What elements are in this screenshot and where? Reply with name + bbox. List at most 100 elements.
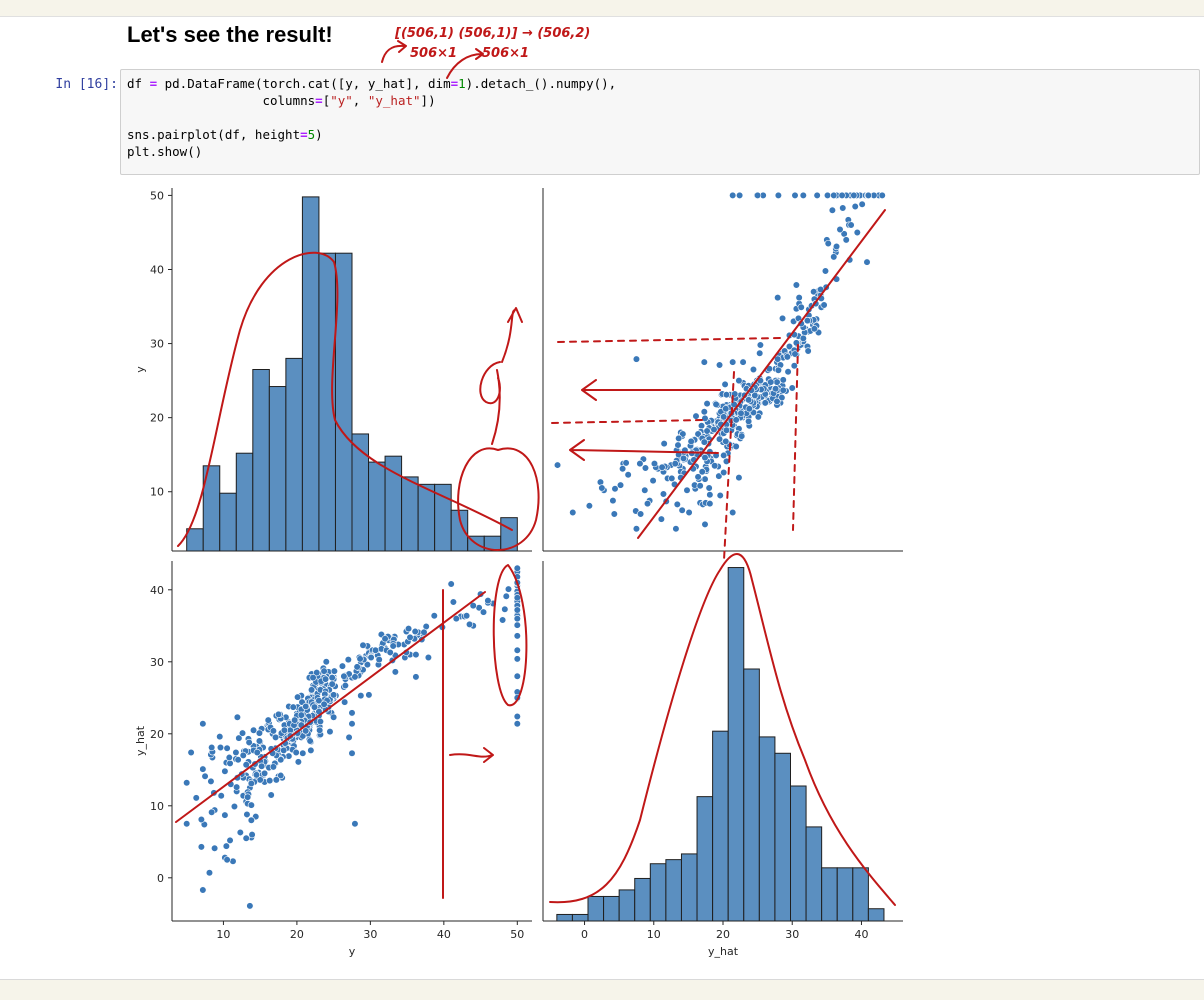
- scatter-point: [659, 490, 668, 498]
- scatter-point: [553, 461, 562, 469]
- scatter-point: [310, 703, 319, 711]
- histogram-bar: [805, 826, 823, 922]
- code-editor[interactable]: df = pd.DataFrame(torch.cat([y, y_hat], …: [121, 70, 1199, 165]
- scatter-point: [271, 733, 280, 742]
- histogram-bar: [774, 752, 792, 922]
- scatter-point: [217, 792, 225, 800]
- histogram-bar: [727, 567, 745, 922]
- scatter-point: [513, 632, 521, 640]
- scatter-point: [513, 614, 521, 623]
- scatter-point: [412, 650, 420, 659]
- scatter-point: [229, 857, 237, 865]
- scatter-point: [672, 525, 680, 533]
- scatter-point: [622, 459, 630, 467]
- scatter-point: [199, 765, 207, 773]
- fit-line-bottom-left: [175, 591, 486, 823]
- scatter-point: [267, 791, 275, 799]
- scatter-point: [729, 508, 737, 517]
- scatter-point: [247, 816, 255, 824]
- scatter-point: [225, 753, 233, 762]
- scatter-point: [678, 506, 686, 514]
- scatter-point: [330, 713, 338, 721]
- scatter-point: [201, 772, 209, 780]
- scatter-point: [610, 510, 618, 518]
- scatter-point: [233, 783, 241, 791]
- scatter-point: [729, 358, 737, 366]
- histogram-bar: [571, 913, 589, 922]
- scatter-point: [285, 752, 293, 760]
- scatter-point: [641, 486, 649, 494]
- y-tick-label: 0: [157, 872, 164, 885]
- scatter-point: [700, 408, 708, 416]
- scatter-point: [381, 635, 389, 643]
- scatter-point: [736, 191, 744, 200]
- scatter-point: [316, 726, 324, 734]
- histogram-bar: [268, 386, 287, 552]
- scatter-point: [302, 727, 310, 735]
- scatter-point: [338, 662, 347, 670]
- scatter-point: [722, 437, 730, 445]
- y-tick-label: 10: [150, 800, 164, 813]
- scatter-point: [363, 661, 372, 669]
- scatter-point: [266, 776, 274, 785]
- arrow-up-annotation: [501, 307, 523, 363]
- scatter-point: [616, 481, 625, 489]
- scatter-point: [183, 820, 191, 828]
- scatter-point: [697, 422, 706, 430]
- scatter-point: [235, 734, 243, 742]
- scatter-point: [715, 472, 723, 480]
- scatter-point: [375, 656, 383, 664]
- scatter-point: [745, 396, 753, 404]
- scatter-point: [389, 642, 397, 650]
- scatter-point: [788, 384, 796, 392]
- code-cell[interactable]: df = pd.DataFrame(torch.cat([y, y_hat], …: [120, 69, 1200, 175]
- dashed-vline-annotation: [723, 371, 735, 561]
- scatter-point: [828, 206, 836, 214]
- scatter-point: [658, 463, 666, 471]
- scatter-point: [754, 191, 762, 200]
- scatter-point: [280, 746, 288, 754]
- x-tick-label: 10: [216, 928, 230, 941]
- scatter-point: [280, 726, 289, 734]
- scatter-point: [813, 191, 821, 200]
- histogram-bar: [634, 877, 651, 922]
- x-tick-label: 20: [290, 928, 304, 941]
- scatter-point: [321, 675, 330, 683]
- scatter-point: [252, 771, 261, 779]
- scatter-point: [569, 508, 577, 517]
- scatter-point: [307, 686, 316, 694]
- scatter-point: [779, 376, 787, 384]
- scatter-point: [585, 502, 593, 510]
- scatter-point: [340, 672, 348, 680]
- y-tick-label: 30: [150, 656, 164, 669]
- yhat-shape-annotation: 506×1: [482, 46, 529, 61]
- scatter-point: [320, 700, 328, 708]
- scatter-point: [345, 733, 353, 742]
- scatter-point: [660, 439, 668, 448]
- scatter-point: [242, 834, 250, 842]
- scatter-point: [187, 748, 195, 757]
- scatter-point: [842, 236, 850, 244]
- distribution-curve-annotation: [549, 553, 896, 906]
- histogram-bar: [587, 895, 605, 922]
- scatter-point: [804, 347, 812, 355]
- scatter-point: [838, 191, 846, 200]
- scatter-point: [420, 628, 428, 636]
- histogram-bar: [235, 452, 254, 552]
- scatter-point: [226, 836, 234, 844]
- scatter-point: [657, 515, 665, 523]
- scatter-point: [242, 761, 250, 769]
- arrow-left-annotation: [569, 439, 719, 461]
- scatter-point: [715, 361, 724, 369]
- scatter-point: [596, 478, 605, 486]
- histogram-bar: [790, 785, 807, 922]
- scatter-point: [356, 655, 364, 663]
- scatter-point: [611, 485, 619, 493]
- scatter-point: [784, 368, 792, 376]
- scatter-point: [700, 358, 708, 366]
- scatter-point: [313, 668, 321, 677]
- histogram-bar: [186, 528, 204, 552]
- scatter-point: [199, 720, 207, 728]
- scatter-point: [260, 769, 269, 778]
- scatter-point: [636, 459, 644, 468]
